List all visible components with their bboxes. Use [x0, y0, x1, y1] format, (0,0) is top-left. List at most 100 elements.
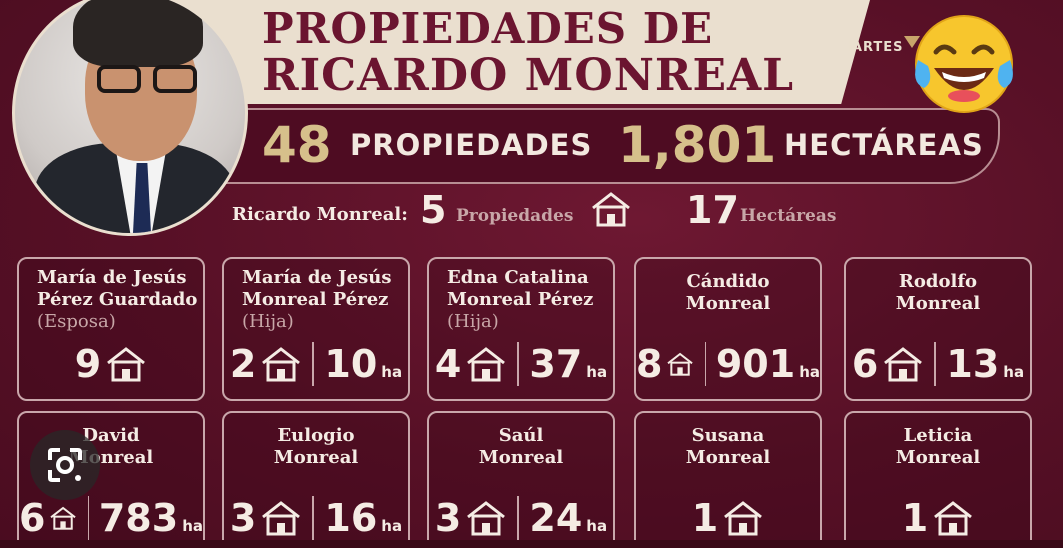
card-divider — [312, 342, 315, 386]
family-card: Susana Monreal 1 — [634, 411, 822, 548]
bottom-strip — [0, 540, 1063, 548]
family-card: María de Jesús Monreal Pérez (Hija) 2 10 ha — [222, 257, 410, 401]
card-name: Susana Monreal — [636, 425, 820, 469]
card-name: María de Jesús Pérez Guardado (Esposa) — [19, 267, 203, 333]
card-properties-number: 6 — [19, 496, 46, 540]
card-stats: 2 10 ha — [224, 337, 408, 391]
google-lens-icon[interactable] — [30, 430, 100, 500]
card-stats: 6 783 ha — [19, 491, 203, 545]
total-properties-label: PROPIEDADES — [350, 128, 593, 162]
card-name-line2: Pérez Guardado — [37, 289, 198, 310]
house-icon — [50, 506, 77, 530]
card-hectares-unit: ha — [586, 517, 608, 535]
house-icon — [467, 347, 506, 382]
card-stats: 1 — [846, 491, 1030, 545]
title-line-1: PROPIEDADES DE — [262, 4, 714, 53]
title-banner — [150, 0, 870, 104]
ricardo-hectares-number: 17 — [686, 188, 739, 232]
card-divider — [517, 496, 520, 540]
card-name: Cándido Monreal — [636, 271, 820, 315]
total-hectares-number: 1,801 — [618, 116, 777, 174]
card-properties-number: 2 — [229, 342, 257, 386]
brand-chevron-icon — [904, 36, 920, 48]
card-name-line2: Monreal — [478, 447, 564, 468]
card-name-line2: Monreal Pérez — [242, 289, 389, 310]
card-divider — [934, 342, 937, 386]
card-stats: 3 24 ha — [429, 491, 613, 545]
card-name: María de Jesús Monreal Pérez (Hija) — [224, 267, 408, 333]
card-properties-number: 4 — [434, 342, 462, 386]
house-icon — [667, 352, 694, 376]
card-name-line2: Monreal — [895, 447, 981, 468]
card-hectares-unit: ha — [1003, 363, 1025, 381]
card-stats: 6 13 ha — [846, 337, 1030, 391]
card-stats: 4 37 ha — [429, 337, 613, 391]
card-name-line1: María de Jesús — [242, 267, 392, 288]
family-card: Cándido Monreal 8 901 ha — [634, 257, 822, 401]
card-name: Eulogio Monreal — [224, 425, 408, 469]
card-name-line1: Susana — [691, 425, 765, 446]
card-hectares-number: 10 — [324, 342, 378, 386]
card-name-line1: Saúl — [498, 425, 544, 446]
card-name: Leticia Monreal — [846, 425, 1030, 469]
card-hectares-unit: ha — [799, 363, 820, 381]
brand-text: MARTES — [838, 40, 904, 55]
house-icon — [592, 192, 630, 227]
card-name-line1: Edna Catalina — [447, 267, 589, 288]
card-name: Saúl Monreal — [429, 425, 613, 469]
total-hectares-label: HECTÁREAS — [784, 128, 984, 162]
card-hectares-unit: ha — [586, 363, 608, 381]
card-hectares-unit: ha — [381, 363, 403, 381]
card-role: (Hija) — [242, 311, 294, 332]
card-properties-number: 1 — [901, 496, 929, 540]
ricardo-hectares-label: Hectáreas — [740, 206, 837, 226]
card-divider — [312, 496, 315, 540]
card-name-line1: David — [82, 425, 140, 446]
card-name-line1: Rodolfo — [898, 271, 978, 292]
card-stats: 1 — [636, 491, 820, 545]
total-properties-number: 48 — [262, 116, 332, 174]
card-hectares-number: 16 — [324, 496, 378, 540]
card-name-line2: Monreal Pérez — [447, 289, 594, 310]
card-name: Edna Catalina Monreal Pérez (Hija) — [429, 267, 613, 333]
totals-band — [200, 108, 1000, 184]
house-icon — [467, 501, 506, 536]
card-stats: 9 — [19, 337, 203, 391]
card-hectares-number: 24 — [529, 496, 583, 540]
card-hectares-number: 901 — [715, 342, 796, 386]
card-divider — [704, 342, 706, 386]
card-hectares-unit: ha — [182, 517, 203, 535]
card-properties-number: 3 — [434, 496, 462, 540]
card-properties-number: 1 — [691, 496, 719, 540]
card-properties-number: 8 — [636, 342, 663, 386]
card-stats: 8 901 ha — [636, 337, 820, 391]
house-icon — [724, 501, 763, 536]
house-icon — [262, 347, 301, 382]
card-role: (Esposa) — [37, 311, 116, 332]
card-name: Rodolfo Monreal — [846, 271, 1030, 315]
ricardo-properties-number: 5 — [420, 188, 447, 232]
card-name-line2: Monreal — [685, 447, 771, 468]
family-card: Eulogio Monreal 3 16 ha — [222, 411, 410, 548]
family-card: Edna Catalina Monreal Pérez (Hija) 4 37 ha — [427, 257, 615, 401]
card-name-line1: Cándido — [686, 271, 770, 292]
family-card: Saúl Monreal 3 24 ha — [427, 411, 615, 548]
house-icon — [107, 347, 146, 382]
house-icon — [884, 347, 923, 382]
card-stats: 3 16 ha — [224, 491, 408, 545]
house-icon — [934, 501, 973, 536]
card-name-line1: María de Jesús — [37, 267, 187, 288]
card-name-line2: Monreal — [685, 293, 771, 314]
card-name-line2: Monreal — [895, 293, 981, 314]
tears-of-joy-emoji — [915, 15, 1013, 113]
card-hectares-number: 783 — [98, 496, 179, 540]
card-divider — [87, 496, 89, 540]
card-role: (Hija) — [447, 311, 499, 332]
ricardo-properties-label: Propiedades — [456, 206, 574, 226]
card-properties-number: 6 — [851, 342, 879, 386]
card-hectares-number: 13 — [946, 342, 1000, 386]
card-hectares-unit: ha — [381, 517, 403, 535]
card-properties-number: 9 — [74, 342, 102, 386]
card-name-line1: Leticia — [903, 425, 973, 446]
ricardo-name: Ricardo Monreal: — [232, 204, 408, 225]
